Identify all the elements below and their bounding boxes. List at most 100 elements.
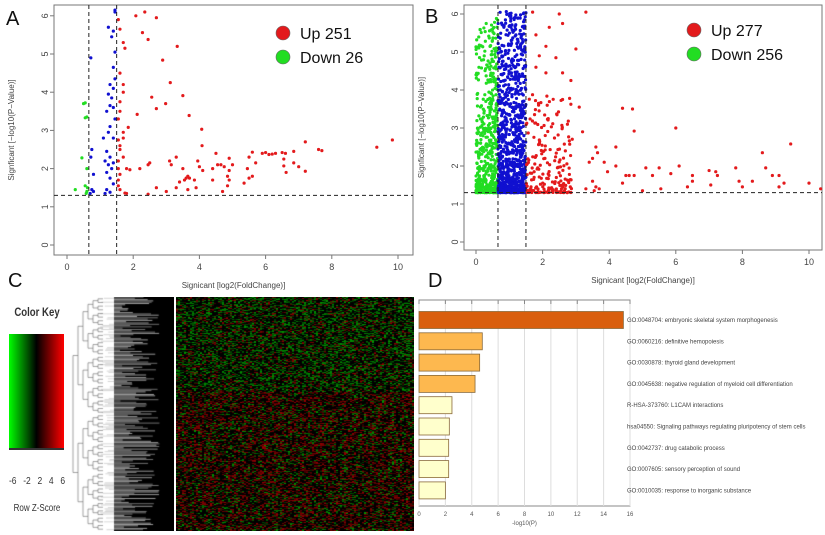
point-up: [146, 37, 150, 42]
point-ns: [111, 161, 115, 165]
row-dendrogram: [70, 297, 174, 531]
point-up: [569, 102, 573, 106]
point-up: [175, 44, 179, 48]
point-down: [492, 130, 497, 134]
point-up: [541, 185, 545, 189]
point-up: [614, 164, 618, 168]
point-down: [485, 169, 489, 173]
point-down: [491, 120, 495, 124]
point-up: [230, 163, 235, 167]
point-up: [177, 180, 182, 184]
point-up: [584, 10, 588, 14]
point-down: [481, 45, 485, 49]
point-down: [478, 27, 482, 32]
point-up: [537, 175, 541, 179]
point-up: [534, 185, 539, 189]
point-up: [569, 187, 574, 191]
point-up: [569, 78, 573, 83]
point-ns: [504, 164, 508, 168]
point-down: [484, 21, 488, 26]
point-down: [494, 107, 498, 112]
color-key-tick: -6: [8, 476, 17, 487]
point-ns: [510, 109, 515, 114]
point-up: [690, 173, 695, 178]
point-ns: [89, 56, 93, 60]
point-down: [487, 143, 492, 147]
point-down: [491, 59, 496, 64]
point-ns: [510, 57, 514, 61]
point-up: [161, 58, 165, 62]
point-up: [116, 138, 120, 142]
x-tick-label: 6: [263, 262, 268, 272]
point-up: [558, 174, 563, 178]
point-up: [557, 171, 561, 175]
point-ns: [503, 64, 507, 68]
point-down: [482, 150, 486, 154]
point-ns: [518, 155, 523, 159]
point-down: [492, 135, 496, 140]
legend-label: Up 251: [300, 26, 352, 43]
point-down: [477, 156, 481, 160]
point-down: [475, 73, 479, 77]
point-ns: [106, 92, 110, 96]
point-down: [486, 129, 490, 134]
point-up: [283, 151, 288, 155]
point-up: [560, 127, 564, 131]
point-ns: [521, 66, 525, 71]
point-up: [542, 187, 546, 191]
point-up: [536, 143, 541, 147]
point-ns: [496, 164, 501, 169]
point-up: [546, 190, 550, 195]
point-ns: [511, 148, 515, 152]
point-up: [134, 14, 138, 18]
point-down: [481, 185, 486, 189]
point-down: [481, 97, 485, 101]
point-down: [494, 170, 498, 175]
point-up: [196, 159, 200, 163]
bar: [418, 396, 453, 415]
point-ns: [511, 87, 515, 91]
point-up: [537, 109, 541, 113]
point-ns: [514, 126, 518, 130]
point-up: [247, 176, 251, 180]
point-ns: [110, 96, 114, 100]
point-up: [554, 151, 558, 155]
point-ns: [512, 168, 516, 172]
point-ns: [523, 58, 527, 62]
point-down: [491, 124, 495, 129]
point-down: [483, 93, 487, 97]
point-up: [602, 160, 606, 164]
point-up: [560, 97, 565, 102]
point-down: [489, 64, 493, 68]
point-ns: [506, 75, 510, 79]
point-ns: [518, 32, 522, 36]
point-up: [227, 178, 231, 182]
point-down: [486, 116, 491, 120]
point-up: [530, 171, 534, 175]
point-up: [549, 125, 553, 129]
point-down: [484, 155, 488, 159]
point-ns: [522, 167, 526, 171]
point-ns: [506, 56, 511, 61]
point-down: [479, 187, 483, 191]
point-down: [492, 20, 497, 24]
point-ns: [511, 150, 515, 155]
point-up: [570, 137, 574, 141]
point-ns: [509, 43, 513, 48]
point-ns: [498, 88, 502, 92]
point-up: [138, 167, 142, 171]
y-tick-label: 0: [40, 242, 50, 247]
point-up: [116, 167, 120, 171]
point-ns: [522, 32, 526, 36]
point-up: [270, 152, 274, 156]
point-ns: [506, 97, 510, 102]
point-ns: [519, 109, 523, 113]
point-up: [544, 44, 548, 48]
point-down: [477, 167, 481, 171]
point-up: [740, 185, 745, 189]
point-up: [121, 136, 125, 140]
point-ns: [522, 74, 527, 78]
panel-label-d: D: [428, 270, 443, 292]
point-up: [590, 156, 595, 160]
point-ns: [496, 21, 500, 26]
